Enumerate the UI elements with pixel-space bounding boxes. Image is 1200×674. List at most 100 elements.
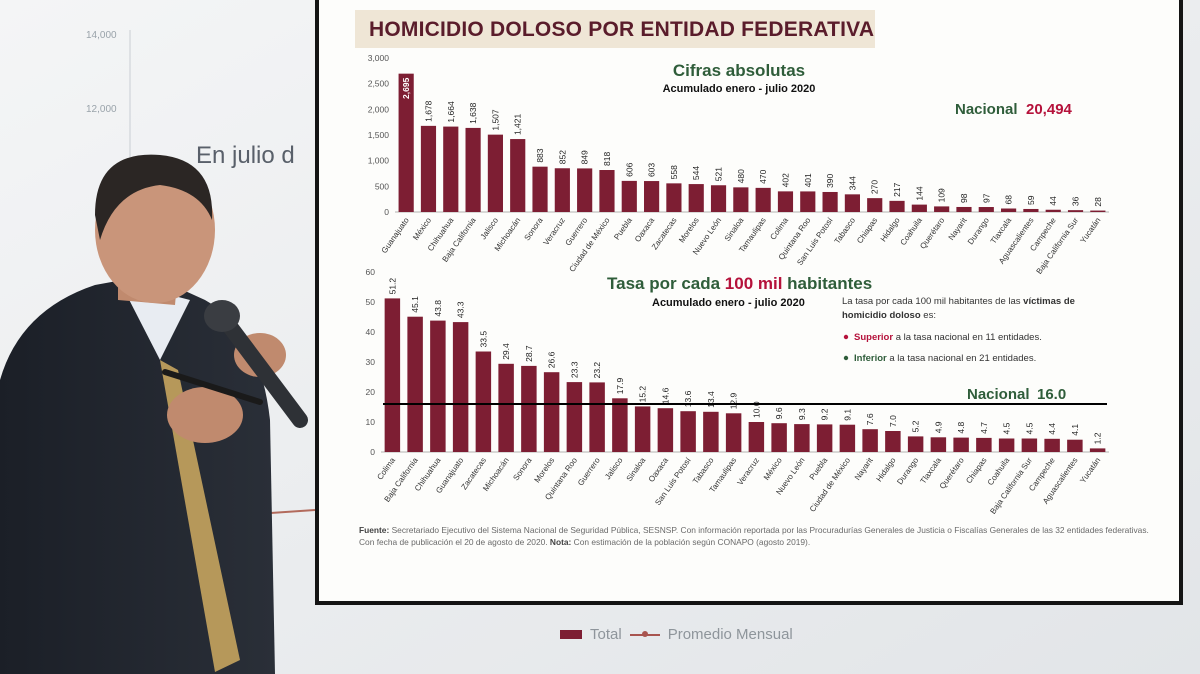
rate-category-label: Tabasco bbox=[691, 456, 716, 486]
abs-category-label: México bbox=[411, 216, 433, 242]
projected-slide: HOMICIDIO DOLOSO POR ENTIDAD FEDERATIVA … bbox=[315, 0, 1183, 605]
abs-bar bbox=[644, 181, 660, 212]
rate-national-value: 16.0 bbox=[1037, 386, 1066, 403]
abs-national-label: Nacional bbox=[955, 101, 1018, 118]
abs-bar bbox=[934, 206, 950, 212]
slide-footnote: Fuente: Secretariado Ejecutivo del Siste… bbox=[359, 524, 1149, 548]
rate-category-label: México bbox=[762, 456, 784, 482]
bg-legend-total-label: Total bbox=[590, 626, 622, 643]
pen-icon bbox=[162, 369, 263, 405]
superior-text: a la tasa nacional en 11 entidades. bbox=[893, 332, 1042, 343]
rate-y-tick: 30 bbox=[366, 357, 376, 367]
rate-bar bbox=[998, 438, 1015, 452]
abs-data-label: 28 bbox=[1093, 197, 1103, 207]
abs-data-label: 109 bbox=[937, 188, 947, 202]
rate-category-label: Durango bbox=[895, 456, 920, 487]
rate-inferior-note: Inferior a la tasa nacional en 21 entida… bbox=[854, 353, 1036, 364]
abs-bar bbox=[822, 191, 838, 212]
abs-data-label: 390 bbox=[825, 174, 835, 188]
bg-axis-tick: 12,000 bbox=[86, 104, 117, 115]
rate-bar bbox=[407, 316, 423, 452]
abs-category-label: Colima bbox=[768, 216, 790, 242]
rate-category-label: Guerrero bbox=[576, 456, 602, 488]
abs-bar bbox=[599, 170, 615, 212]
rate-bar bbox=[794, 424, 810, 452]
abs-category-label: Nayarit bbox=[947, 215, 969, 242]
abs-data-label: 44 bbox=[1048, 196, 1058, 206]
rate-bar bbox=[839, 424, 856, 452]
rate-bar bbox=[612, 398, 628, 452]
rate-chart-subtitle: Acumulado enero - julio 2020 bbox=[652, 297, 805, 309]
abs-bar bbox=[1045, 209, 1061, 212]
speaker-hand-left bbox=[167, 387, 243, 443]
rate-bar bbox=[953, 437, 969, 452]
abs-data-label: 606 bbox=[624, 162, 634, 176]
rate-note-line1: La tasa por cada 100 mil habitantes de l… bbox=[842, 296, 1075, 307]
rate-data-label: 4.5 bbox=[1024, 422, 1034, 434]
rate-data-label: 10.0 bbox=[751, 401, 761, 418]
abs-chart-title: Cifras absolutas bbox=[673, 61, 805, 80]
rate-data-label: 4.8 bbox=[956, 422, 966, 434]
rate-category-label: Puebla bbox=[808, 456, 830, 482]
abs-bar bbox=[420, 125, 437, 212]
rate-category-label: Tlaxcala bbox=[919, 456, 944, 486]
rate-chart-title: Tasa por cada 100 mil habitantes bbox=[607, 274, 872, 293]
abs-bar bbox=[800, 191, 816, 212]
rate-data-label: 13.6 bbox=[683, 390, 693, 407]
rate-category-label: Sonora bbox=[511, 456, 533, 483]
rate-y-tick: 0 bbox=[370, 447, 375, 457]
rate-category-label: Colima bbox=[375, 456, 397, 482]
rate-data-label: 4.4 bbox=[1047, 423, 1057, 435]
rate-data-label: 26.6 bbox=[547, 351, 557, 368]
rate-y-tick: 10 bbox=[366, 417, 376, 427]
abs-data-label: 402 bbox=[780, 173, 790, 187]
rate-bar bbox=[703, 411, 719, 452]
rate-bar bbox=[885, 431, 901, 452]
bg-legend: Total Promedio Mensual bbox=[560, 626, 793, 643]
abs-bar bbox=[777, 191, 794, 212]
rate-title-post: habitantes bbox=[782, 274, 872, 293]
abs-data-label: 1,678 bbox=[423, 100, 433, 122]
abs-data-label: 558 bbox=[669, 165, 679, 179]
abs-chart-subtitle: Acumulado enero - julio 2020 bbox=[663, 83, 816, 95]
rate-data-label: 5.2 bbox=[911, 420, 921, 432]
abs-data-label: 344 bbox=[847, 176, 857, 190]
abs-bar bbox=[844, 194, 860, 212]
abs-bar bbox=[978, 207, 994, 212]
abs-category-label: Sonora bbox=[523, 216, 545, 243]
abs-bar bbox=[487, 134, 503, 212]
rate-bar bbox=[862, 429, 878, 452]
abs-y-tick: 2,500 bbox=[368, 79, 390, 89]
abs-data-label: 217 bbox=[892, 182, 902, 196]
abs-data-label: 1,507 bbox=[490, 109, 500, 131]
abs-y-tick: 1,000 bbox=[368, 156, 390, 166]
rate-data-label: 14.6 bbox=[660, 387, 670, 404]
rate-note-line2-bold: homicidio doloso bbox=[842, 310, 921, 321]
abs-data-label: 2,695 bbox=[401, 77, 411, 99]
abs-bar bbox=[510, 139, 526, 212]
rate-note-line1-text: La tasa por cada 100 mil habitantes de l… bbox=[842, 296, 1023, 307]
abs-y-tick: 1,500 bbox=[368, 130, 390, 140]
rate-category-label: Jalisco bbox=[603, 456, 625, 482]
rate-data-label: 4.7 bbox=[979, 422, 989, 434]
abs-y-tick: 3,000 bbox=[368, 53, 390, 63]
rate-data-label: 4.1 bbox=[1070, 424, 1080, 436]
abs-category-label: Yucatán bbox=[1079, 216, 1103, 245]
abs-data-label: 521 bbox=[714, 167, 724, 181]
rate-bar bbox=[566, 382, 583, 452]
abs-bar bbox=[755, 187, 771, 212]
rate-note-line2: homicidio doloso es: bbox=[842, 310, 936, 321]
rate-bar bbox=[498, 363, 514, 452]
rate-bar bbox=[771, 423, 787, 452]
abs-bar bbox=[621, 180, 637, 212]
bg-axis-tick: 14,000 bbox=[86, 30, 117, 41]
rate-bar bbox=[725, 413, 742, 452]
rate-category-label: Sinaloa bbox=[625, 456, 648, 483]
rate-title-pre: Tasa por cada bbox=[607, 274, 725, 293]
abs-category-label: Sinaloa bbox=[723, 216, 746, 243]
rate-bar bbox=[430, 320, 446, 452]
inferior-label: Inferior bbox=[854, 353, 887, 364]
abs-y-tick: 0 bbox=[384, 207, 389, 217]
rate-national-label: Nacional bbox=[967, 386, 1030, 403]
rate-bar bbox=[907, 436, 924, 452]
